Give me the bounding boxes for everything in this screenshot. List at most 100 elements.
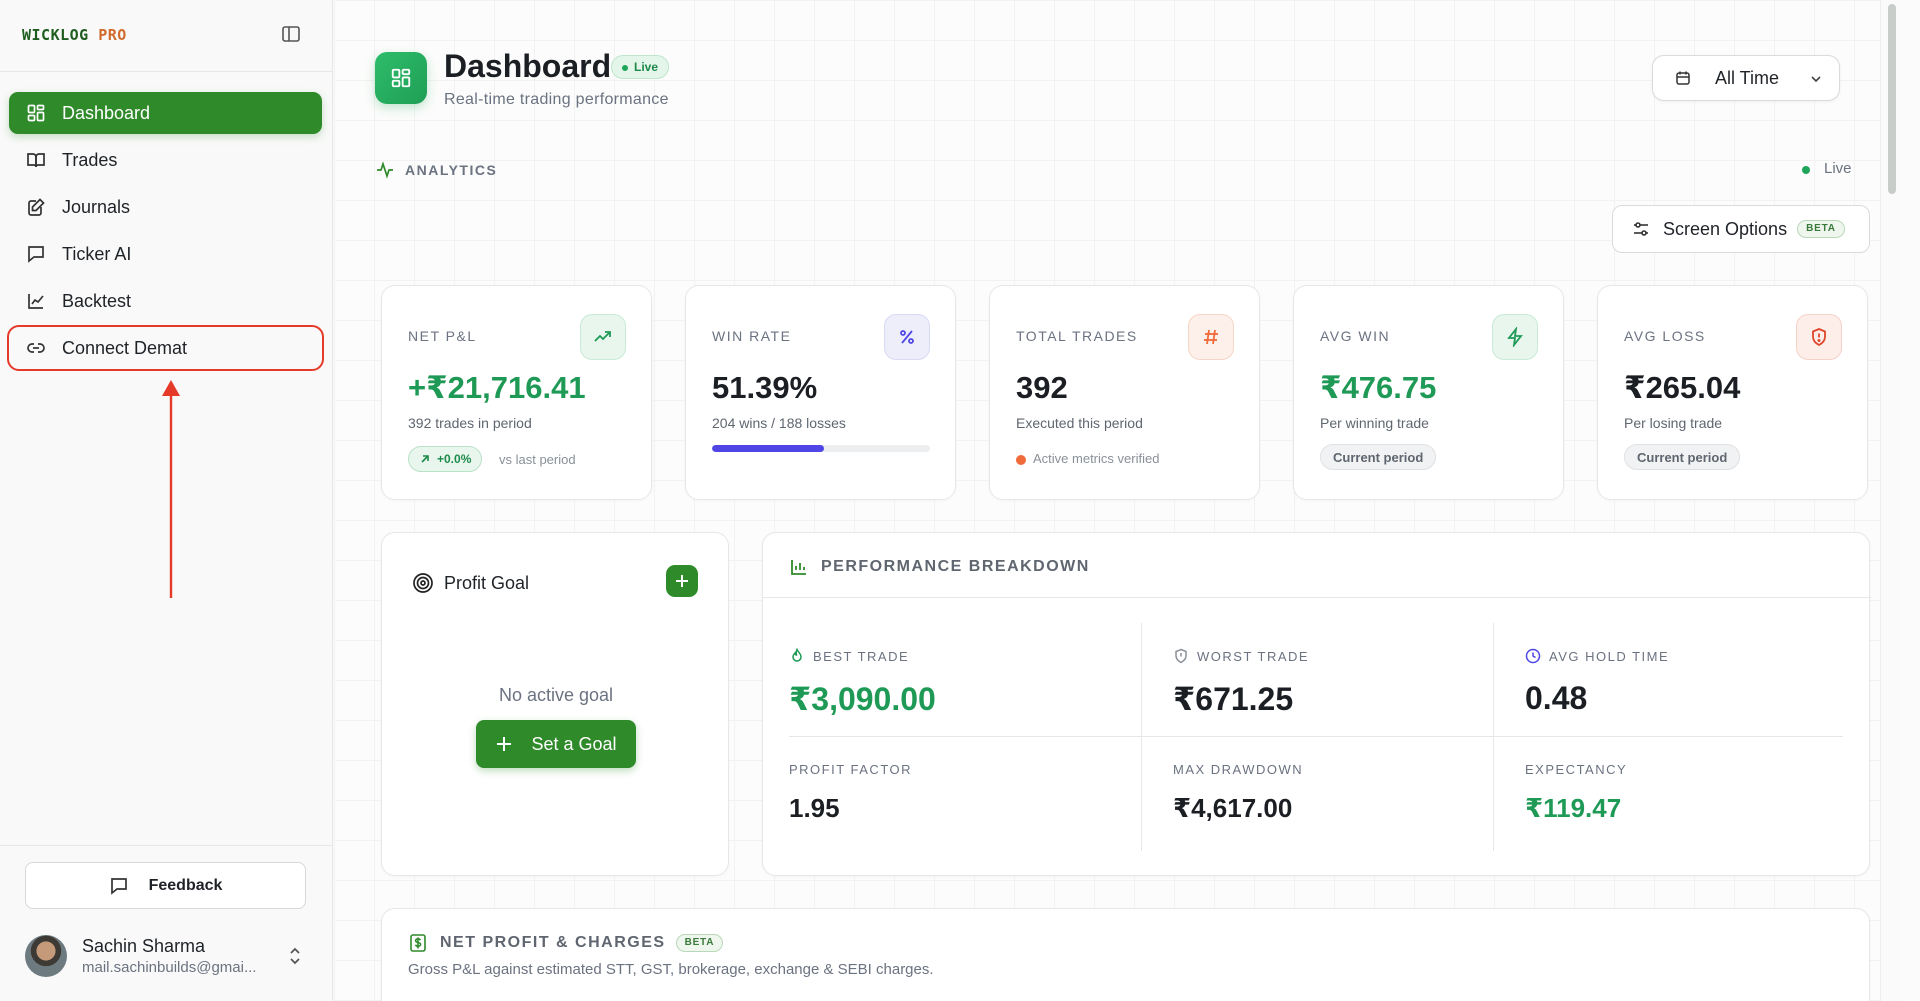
- sidebar-item-label: Backtest: [62, 290, 132, 311]
- comparison-label: vs last period: [499, 452, 576, 467]
- column-divider: [1493, 623, 1494, 851]
- stat-subtext: Executed this period: [1016, 415, 1143, 431]
- stat-subtext: Per losing trade: [1624, 415, 1723, 431]
- performance-title: PERFORMANCE BREAKDOWN: [789, 557, 1090, 577]
- annotation-arrow-icon: [162, 380, 180, 598]
- profit-goal-card: Profit Goal No active goal Set a Goal: [381, 532, 729, 876]
- sidebar-divider: [0, 71, 333, 72]
- set-goal-label: Set a Goal: [531, 733, 617, 754]
- metric-value: ₹3,090.00: [789, 681, 936, 717]
- metric-label-text: EXPECTANCY: [1525, 762, 1628, 777]
- live-indicator: Live: [1802, 160, 1852, 177]
- feedback-label: Feedback: [148, 876, 223, 894]
- scrollbar[interactable]: [1880, 0, 1900, 1001]
- metric-label-text: AVG HOLD TIME: [1549, 648, 1670, 664]
- metric-value: ₹119.47: [1525, 793, 1622, 823]
- metric-label-text: MAX DRAWDOWN: [1173, 762, 1304, 777]
- analytics-section-label: ANALYTICS: [375, 160, 497, 180]
- dollar-receipt-icon: [410, 934, 426, 952]
- hash-icon: [1188, 314, 1234, 360]
- percent-icon: [884, 314, 930, 360]
- win-rate-progress-fill: [712, 445, 825, 452]
- main-content: Dashboard Live Real-time trading perform…: [334, 0, 1900, 1001]
- performance-title-label: PERFORMANCE BREAKDOWN: [821, 558, 1090, 575]
- metric-label: BEST TRADE: [789, 648, 1129, 664]
- stat-value: 392: [1016, 370, 1068, 405]
- sidebar-item-connect-demat[interactable]: Connect Demat: [7, 325, 324, 371]
- metric-max-drawdown: MAX DRAWDOWN ₹4,617.00: [1173, 762, 1513, 824]
- user-email: mail.sachinbuilds@gmai...: [82, 959, 257, 976]
- sidebar-item-label: Ticker AI: [62, 243, 132, 264]
- page-subtitle: Real-time trading performance: [444, 91, 669, 108]
- stat-card-win-rate: WIN RATE 51.39% 204 wins / 188 losses: [685, 285, 956, 500]
- metric-expectancy: EXPECTANCY ₹119.47: [1525, 762, 1865, 824]
- sidebar-item-label: Dashboard: [62, 102, 151, 123]
- stat-value: ₹265.04: [1624, 370, 1741, 405]
- verified-note: Active metrics verified: [1015, 451, 1160, 466]
- sidebar-item-ticker-ai[interactable]: Ticker AI: [9, 233, 322, 275]
- shield-alert-icon: [1796, 314, 1842, 360]
- metric-label-text: PROFIT FACTOR: [789, 762, 913, 777]
- date-range-value: All Time: [1714, 67, 1779, 88]
- add-goal-button[interactable]: [666, 565, 698, 597]
- beta-badge: BETA: [675, 934, 724, 952]
- sidebar-item-backtest[interactable]: Backtest: [9, 280, 322, 322]
- stat-card-net-pl: NET P&L +₹21,716.41 392 trades in period…: [381, 285, 652, 500]
- arrow-up-right-icon: [421, 455, 429, 463]
- user-menu[interactable]: Sachin Sharma mail.sachinbuilds@gmai...: [25, 935, 315, 979]
- beta-badge: BETA: [1797, 220, 1845, 238]
- bar-chart-icon: [791, 560, 806, 575]
- feedback-button[interactable]: Feedback: [25, 862, 306, 909]
- stat-label: AVG WIN: [1320, 328, 1391, 344]
- chat-icon: [26, 244, 46, 264]
- profit-goal-label: Profit Goal: [444, 572, 530, 593]
- metric-best-trade: BEST TRADE ₹3,090.00: [789, 648, 1129, 718]
- date-range-select[interactable]: All Time: [1652, 55, 1840, 101]
- trending-up-icon: [580, 314, 626, 360]
- target-icon: [413, 573, 433, 593]
- metric-value: 1.95: [789, 793, 840, 823]
- stat-card-avg-loss: AVG LOSS ₹265.04 Per losing trade Curren…: [1597, 285, 1868, 500]
- stat-value: ₹476.75: [1320, 370, 1437, 405]
- performance-header: PERFORMANCE BREAKDOWN: [763, 533, 1871, 598]
- page-title: Dashboard: [444, 48, 612, 84]
- brand-logo[interactable]: WICKLOG PRO: [22, 26, 127, 44]
- sliders-icon: [1634, 222, 1648, 236]
- flame-icon: [792, 648, 802, 662]
- metric-label-text: WORST TRADE: [1197, 648, 1310, 664]
- user-name: Sachin Sharma: [82, 936, 206, 956]
- chevron-down-icon: [1811, 76, 1821, 83]
- sidebar-item-dashboard[interactable]: Dashboard: [9, 92, 322, 134]
- screen-options-button[interactable]: Screen Options BETA: [1612, 205, 1870, 253]
- clock-icon: [1525, 648, 1541, 664]
- analytics-label: ANALYTICS: [405, 162, 498, 178]
- set-goal-button[interactable]: Set a Goal: [476, 720, 636, 768]
- metric-worst-trade: WORST TRADE ₹671.25: [1173, 648, 1513, 718]
- sidebar-item-label: Journals: [62, 196, 131, 217]
- edit-note-icon: [26, 197, 46, 217]
- stat-subtext: 392 trades in period: [408, 415, 532, 431]
- shield-icon: [1175, 648, 1187, 664]
- sidebar-item-trades[interactable]: Trades: [9, 139, 322, 181]
- dashboard-header-icon: [375, 52, 427, 104]
- net-profit-subtitle: Gross P&L against estimated STT, GST, br…: [408, 961, 934, 978]
- scrollbar-thumb[interactable]: [1888, 4, 1896, 194]
- stat-subtext: 204 wins / 188 losses: [712, 415, 846, 431]
- sidebar-item-journals[interactable]: Journals: [9, 186, 322, 228]
- stat-label: TOTAL TRADES: [1016, 328, 1138, 344]
- period-badge: Current period: [1624, 444, 1741, 470]
- live-status-badge: Live: [611, 55, 670, 79]
- sidebar-toggle-icon[interactable]: [281, 24, 301, 44]
- sidebar-footer-divider: [0, 845, 333, 846]
- change-value: +0.0%: [437, 452, 472, 466]
- column-divider: [1141, 623, 1142, 851]
- change-badge: +0.0%: [408, 446, 483, 472]
- plus-icon: [497, 737, 512, 751]
- stat-card-total-trades: TOTAL TRADES 392 Executed this period Ac…: [989, 285, 1260, 500]
- chat-icon: [109, 876, 129, 896]
- period-badge: Current period: [1320, 444, 1437, 470]
- stat-subtext: Per winning trade: [1320, 415, 1429, 431]
- stat-card-avg-win: AVG WIN ₹476.75 Per winning trade Curren…: [1293, 285, 1564, 500]
- sidebar-nav: Dashboard Trades Journals Ticker AI Back…: [7, 92, 324, 374]
- grid-icon: [26, 103, 46, 123]
